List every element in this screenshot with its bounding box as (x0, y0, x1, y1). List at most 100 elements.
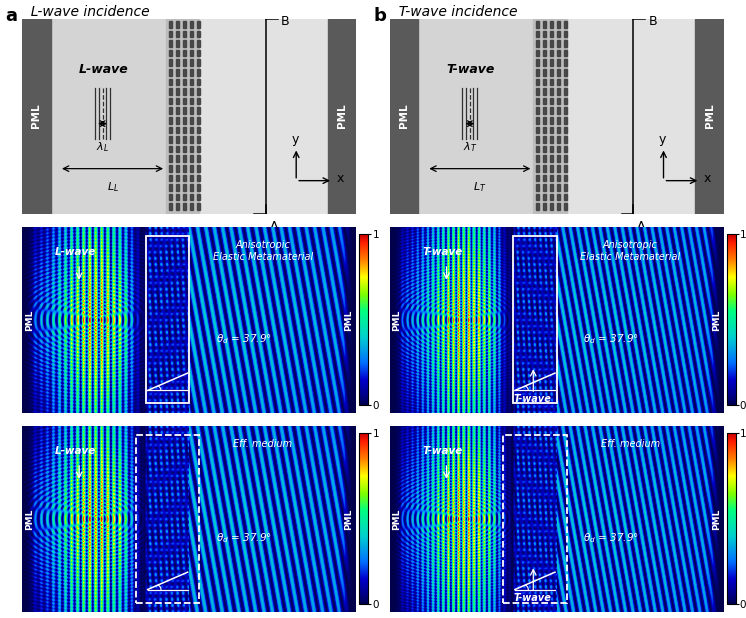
Text: PML: PML (345, 508, 354, 530)
Bar (176, 59, 178, 66)
Text: $\theta_d$ = 37.9°: $\theta_d$ = 37.9° (583, 531, 639, 545)
Bar (169, 127, 172, 133)
Bar (557, 127, 560, 133)
Bar (197, 88, 200, 95)
Bar (183, 127, 186, 133)
Bar (543, 78, 546, 85)
Bar (543, 127, 546, 133)
Text: PML: PML (704, 104, 715, 129)
Bar (190, 88, 192, 95)
Bar (197, 40, 200, 47)
Bar (567, 19, 695, 214)
Bar (176, 184, 178, 191)
Bar (551, 156, 553, 162)
Text: T-wave: T-wave (446, 62, 495, 75)
Bar (564, 156, 567, 162)
Text: $L_T$: $L_T$ (473, 180, 486, 195)
Bar (557, 108, 560, 114)
Bar (183, 88, 186, 95)
Bar (418, 19, 695, 214)
Text: Eff. medium: Eff. medium (233, 439, 292, 449)
Bar (169, 184, 172, 191)
Bar (543, 21, 546, 28)
Bar (169, 21, 172, 28)
Bar (183, 78, 186, 85)
Bar (564, 21, 567, 28)
Bar (557, 146, 560, 153)
Bar (166, 19, 199, 214)
Bar (197, 108, 200, 114)
Bar (536, 108, 539, 114)
Bar (695, 19, 724, 214)
Text: T-wave: T-wave (513, 394, 551, 404)
Bar (557, 40, 560, 47)
Text: x: x (336, 172, 344, 185)
Bar (543, 184, 546, 191)
Text: PML: PML (392, 309, 401, 331)
Text: L-wave: L-wave (55, 446, 96, 456)
Bar (543, 117, 546, 124)
Bar (190, 136, 192, 143)
Bar (543, 88, 546, 95)
Bar (551, 50, 553, 56)
Bar (183, 165, 186, 172)
Bar (169, 69, 172, 75)
Bar (190, 98, 192, 104)
Bar (197, 127, 200, 133)
Bar (536, 146, 539, 153)
Bar (557, 175, 560, 181)
Bar (190, 203, 192, 210)
Bar (197, 194, 200, 200)
Bar (557, 117, 560, 124)
Bar (557, 69, 560, 75)
Bar (543, 146, 546, 153)
Bar (543, 194, 546, 200)
Bar (551, 40, 553, 47)
Bar (551, 136, 553, 143)
Text: $\lambda_T$: $\lambda_T$ (463, 140, 477, 154)
Bar (169, 59, 172, 66)
Bar (557, 136, 560, 143)
Bar (169, 203, 172, 210)
Bar (543, 40, 546, 47)
Bar (183, 50, 186, 56)
Bar (551, 69, 553, 75)
Bar (543, 59, 546, 66)
Bar (564, 165, 567, 172)
Bar (183, 117, 186, 124)
Bar (22, 19, 51, 214)
Bar (183, 98, 186, 104)
Text: T-wave: T-wave (423, 247, 463, 257)
Text: PML: PML (392, 508, 401, 530)
Bar (557, 30, 560, 37)
Bar (176, 117, 178, 124)
Bar (183, 21, 186, 28)
Bar (551, 127, 553, 133)
Text: $L_L$: $L_L$ (107, 180, 119, 195)
Text: B: B (281, 15, 289, 28)
Bar (536, 69, 539, 75)
Text: y: y (291, 133, 298, 146)
Bar (176, 136, 178, 143)
Bar (557, 78, 560, 85)
Bar (176, 78, 178, 85)
Bar (536, 117, 539, 124)
Bar (551, 88, 553, 95)
Bar (536, 127, 539, 133)
Bar (551, 184, 553, 191)
Bar (536, 184, 539, 191)
Bar (536, 50, 539, 56)
Bar (169, 156, 172, 162)
Bar (551, 175, 553, 181)
Bar (183, 194, 186, 200)
Bar (557, 59, 560, 66)
Text: x: x (703, 172, 711, 185)
Bar (533, 19, 567, 214)
Bar (543, 50, 546, 56)
Bar (176, 21, 178, 28)
Bar (183, 203, 186, 210)
Bar (504, 435, 567, 603)
Bar (551, 203, 553, 210)
Bar (557, 184, 560, 191)
Bar (199, 19, 328, 214)
